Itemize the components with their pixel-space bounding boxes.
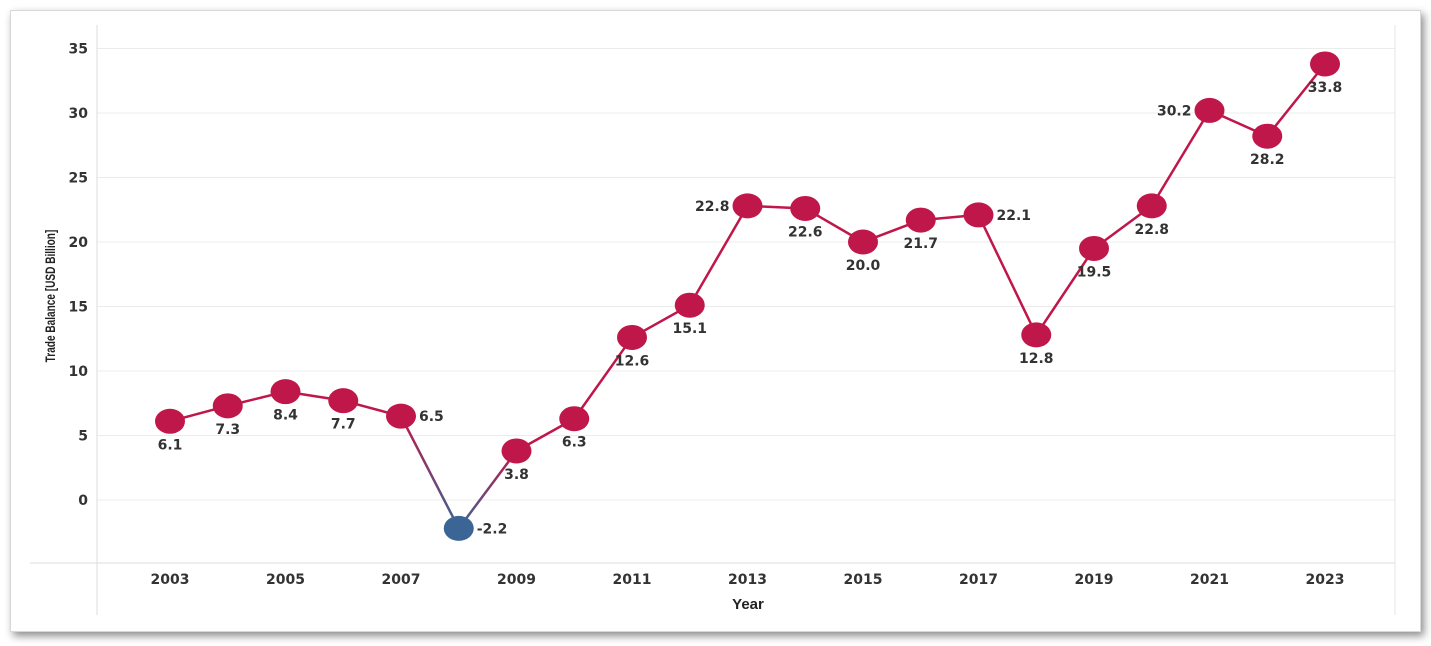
data-point-2018	[1021, 322, 1052, 348]
data-point-2005	[270, 379, 301, 405]
x-tick-label: 2017	[959, 572, 998, 588]
y-tick-label: 5	[78, 429, 88, 445]
series-line-segment	[1035, 247, 1096, 337]
series-line-segment	[977, 213, 1038, 337]
data-point-2013	[732, 193, 763, 219]
x-tick-label: 2007	[382, 572, 421, 588]
data-label-2003: 6.1	[158, 437, 183, 453]
data-point-2017	[963, 202, 994, 228]
y-tick-label: 20	[69, 235, 89, 251]
data-label-2020: 22.8	[1134, 222, 1169, 238]
data-label-2011: 12.6	[615, 353, 650, 369]
data-points	[155, 51, 1340, 541]
data-label-2004: 7.3	[215, 422, 240, 438]
data-label-2021: 30.2	[1157, 103, 1192, 119]
x-axis-title: Year	[732, 596, 764, 613]
data-point-2020	[1136, 193, 1167, 219]
data-point-2023	[1310, 51, 1340, 77]
data-point-2011	[617, 324, 647, 350]
data-labels: 6.1 7.3 8.4 7.7 6.5 -2.2 3.8 6.3 12.6 15.1 22.8 22.…	[158, 80, 1343, 537]
x-tick-label: 2005	[266, 572, 305, 588]
series-line-segment	[688, 204, 749, 307]
series-line-segment	[457, 449, 518, 530]
data-label-2022: 28.2	[1250, 152, 1285, 168]
data-point-2016	[905, 207, 936, 233]
data-point-2015	[848, 229, 878, 255]
y-axis-title: Trade Balance [USD Billion]	[42, 230, 58, 363]
y-tick-label: 0	[78, 493, 88, 509]
data-label-2010: 6.3	[562, 435, 587, 451]
gridlines	[97, 48, 1395, 501]
series-line-segment	[573, 336, 634, 420]
data-point-2022	[1252, 123, 1283, 149]
data-point-2004	[212, 393, 243, 419]
x-tick-label: 2021	[1190, 572, 1229, 588]
data-label-2018: 12.8	[1019, 351, 1054, 367]
series-line-segment	[1150, 109, 1211, 208]
series-line-segment	[399, 414, 460, 530]
data-label-2016: 21.7	[903, 236, 938, 252]
data-label-2013: 22.8	[695, 199, 730, 215]
axes: 0 5 10 15 20 25 30 35 2003 2005 2007 2009 2011 2013 20…	[30, 25, 1396, 615]
data-label-2007: 6.5	[419, 409, 444, 425]
data-label-2008: -2.2	[477, 521, 508, 537]
y-tick-label: 25	[69, 171, 88, 187]
data-label-2023: 33.8	[1308, 80, 1343, 96]
x-tick-label: 2015	[844, 572, 883, 588]
data-point-2019	[1079, 235, 1109, 261]
chart-frame	[10, 10, 1421, 632]
series-line-segment	[1266, 62, 1327, 138]
data-label-2019: 19.5	[1077, 264, 1112, 280]
y-tick-label: 15	[69, 300, 88, 316]
data-point-2008	[443, 515, 474, 541]
data-label-2009: 3.8	[504, 467, 529, 483]
data-point-2012	[674, 292, 705, 318]
x-tick-label: 2023	[1306, 572, 1345, 588]
x-tick-label: 2009	[497, 572, 536, 588]
y-tick-label: 30	[69, 106, 89, 122]
data-point-2021	[1194, 97, 1225, 123]
data-point-2014	[790, 195, 821, 221]
data-point-2006	[328, 388, 359, 414]
data-label-2014: 22.6	[788, 224, 823, 240]
x-tick-label: 2019	[1075, 572, 1114, 588]
data-point-2007	[386, 403, 416, 429]
data-label-2005: 8.4	[273, 408, 298, 424]
data-point-2003	[155, 408, 185, 434]
data-label-2017: 22.1	[997, 208, 1032, 224]
x-tick-label: 2013	[728, 572, 767, 588]
x-tick-label: 2003	[151, 572, 190, 588]
y-tick-label: 10	[69, 364, 89, 380]
x-tick-label: 2011	[613, 572, 652, 588]
data-label-2006: 7.7	[331, 417, 356, 433]
data-point-2010	[559, 406, 590, 432]
series-lines	[168, 62, 1327, 530]
y-tick-label: 35	[69, 42, 88, 58]
data-point-2009	[501, 438, 532, 464]
data-label-2015: 20.0	[846, 258, 881, 274]
data-label-2012: 15.1	[672, 321, 707, 337]
